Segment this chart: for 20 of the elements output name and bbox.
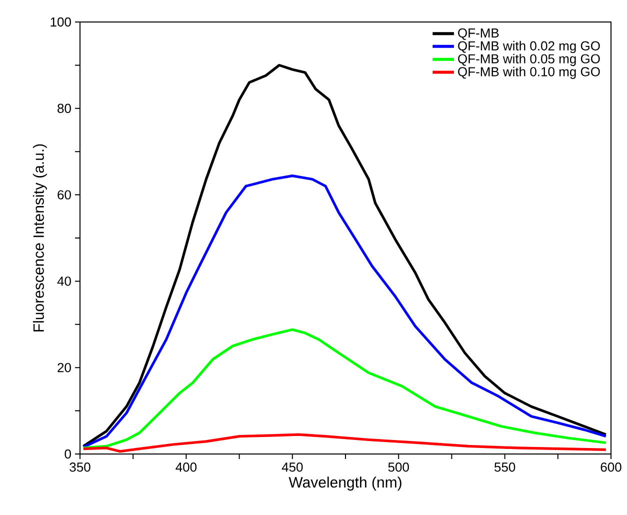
x-tick-label: 600 xyxy=(600,462,622,472)
y-tick-label: 0 xyxy=(64,449,71,459)
y-tick-label: 40 xyxy=(57,276,71,286)
y-tick-label: 60 xyxy=(58,190,71,200)
y-tick-label: 80 xyxy=(58,104,71,113)
line-series xyxy=(82,433,608,453)
y-tick-label: 20 xyxy=(58,362,71,372)
line-series xyxy=(82,328,608,450)
legend-label: QF-MB with 0.10 mg GO xyxy=(458,66,600,79)
x-tick-label: 500 xyxy=(388,462,409,472)
x-tick-label: 350 xyxy=(70,462,90,472)
x-tick-label: 550 xyxy=(494,462,516,472)
x-tick-label: 450 xyxy=(282,462,303,472)
y-axis-title: Fluorescence Intensity (a.u.) xyxy=(32,144,47,332)
y-tick-label: 100 xyxy=(50,17,71,27)
legend-label: QF-MB xyxy=(458,28,499,40)
legend-label: QF-MB with 0.05 mg GO xyxy=(458,54,600,66)
legend-label: QF-MB with 0.02 mg GO xyxy=(458,40,600,54)
x-axis-title: Wavelength (nm) xyxy=(288,476,402,491)
x-tick-label: 400 xyxy=(176,462,197,472)
